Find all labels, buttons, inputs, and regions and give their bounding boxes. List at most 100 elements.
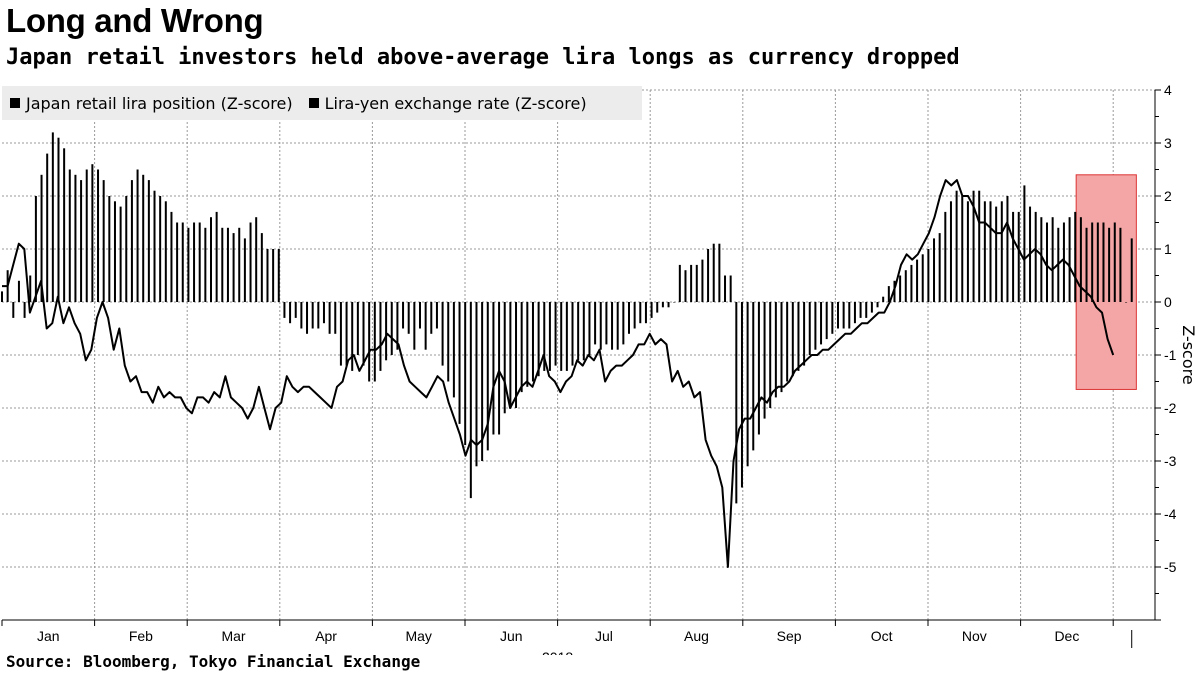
position-bar (927, 249, 930, 302)
exchange-rate-line (2, 179, 1115, 568)
position-bar (882, 296, 885, 302)
position-bar (238, 227, 241, 302)
position-bar (390, 302, 393, 355)
position-bar (57, 137, 60, 302)
position-bar (294, 302, 297, 318)
position-bar (729, 275, 732, 302)
position-bar (91, 164, 94, 302)
position-bar (503, 302, 506, 414)
position-bar (1051, 217, 1054, 302)
position-bar (808, 302, 811, 355)
position-bar (611, 302, 614, 350)
position-bar (204, 227, 207, 302)
position-bar (12, 302, 15, 318)
position-bar (334, 302, 337, 334)
position-bar (667, 302, 670, 308)
x-tick-label: Mar (221, 628, 245, 644)
x-tick-label: Apr (315, 628, 337, 644)
position-bar (1108, 227, 1111, 302)
position-bar (97, 169, 100, 302)
position-bar (407, 302, 410, 334)
position-bar (526, 302, 529, 387)
position-bar (622, 302, 625, 345)
y-tick-label: 2 (1164, 188, 1172, 204)
position-bar (599, 302, 602, 350)
position-bar (23, 302, 26, 318)
position-bar (1062, 222, 1065, 302)
position-bar (1130, 238, 1133, 302)
position-bar (944, 211, 947, 302)
position-bar (102, 180, 105, 302)
x-axis-year-label: 2018 (542, 649, 573, 655)
position-bar (639, 302, 642, 324)
position-bar (983, 201, 986, 302)
position-bar (113, 201, 116, 302)
position-bar (402, 302, 405, 329)
position-bar (424, 302, 427, 350)
position-bar (266, 249, 269, 302)
position-bar (232, 233, 235, 302)
position-bar (774, 302, 777, 398)
position-bar (345, 302, 348, 366)
position-bar (916, 259, 919, 302)
position-bar (356, 302, 359, 355)
position-bar (452, 302, 455, 398)
position-bar (531, 302, 534, 382)
y-tick-label: -3 (1164, 453, 1177, 469)
chart-subtitle: Japan retail investors held above-averag… (6, 45, 960, 70)
position-bar (724, 275, 727, 302)
position-bar (40, 174, 43, 302)
position-bar (147, 180, 150, 302)
position-bar (661, 302, 664, 308)
position-bar (1006, 196, 1009, 302)
position-bar (351, 302, 354, 371)
position-bar (571, 302, 574, 366)
x-tick-label: Oct (871, 628, 893, 644)
legend-item-position: Japan retail lira position (Z-score) (10, 94, 293, 113)
position-bar (701, 259, 704, 302)
position-bar (836, 302, 839, 329)
position-bar (1034, 211, 1037, 302)
position-bar (887, 286, 890, 302)
position-bar (1091, 222, 1094, 302)
position-bar (797, 302, 800, 371)
position-bar (1068, 217, 1071, 302)
position-bar (1074, 211, 1077, 302)
position-bar (780, 302, 783, 393)
position-bar (1, 291, 3, 302)
position-bar (814, 302, 817, 350)
position-bar (684, 270, 687, 302)
position-bar (260, 233, 263, 302)
position-bar (464, 302, 467, 446)
position-bar (853, 302, 856, 324)
position-bar (339, 302, 342, 366)
position-bar (243, 238, 246, 302)
position-bar (995, 206, 998, 302)
position-bar (272, 249, 275, 302)
position-bar (842, 302, 845, 329)
position-bar (560, 302, 563, 371)
position-bar (1102, 222, 1105, 302)
position-bar (577, 302, 580, 361)
position-bar (1012, 211, 1015, 302)
x-tick-label: Jun (500, 628, 523, 644)
y-tick-label: 0 (1164, 294, 1172, 310)
position-bar (170, 211, 173, 302)
position-bar (249, 222, 252, 302)
position-bar (961, 196, 964, 302)
position-bar (876, 302, 879, 308)
position-bar (46, 153, 49, 302)
y-tick-label: 1 (1164, 241, 1172, 257)
position-bar (910, 264, 913, 302)
position-bar (633, 302, 636, 329)
position-bar (938, 233, 941, 302)
position-bar (718, 243, 721, 302)
position-bar (972, 190, 975, 302)
position-bar (752, 302, 755, 451)
position-bar (63, 148, 66, 302)
position-bar (543, 302, 546, 371)
y-axis-title: Z-score (1179, 325, 1198, 384)
position-bar (757, 302, 760, 435)
position-bar (187, 227, 190, 302)
position-bar (870, 302, 873, 313)
